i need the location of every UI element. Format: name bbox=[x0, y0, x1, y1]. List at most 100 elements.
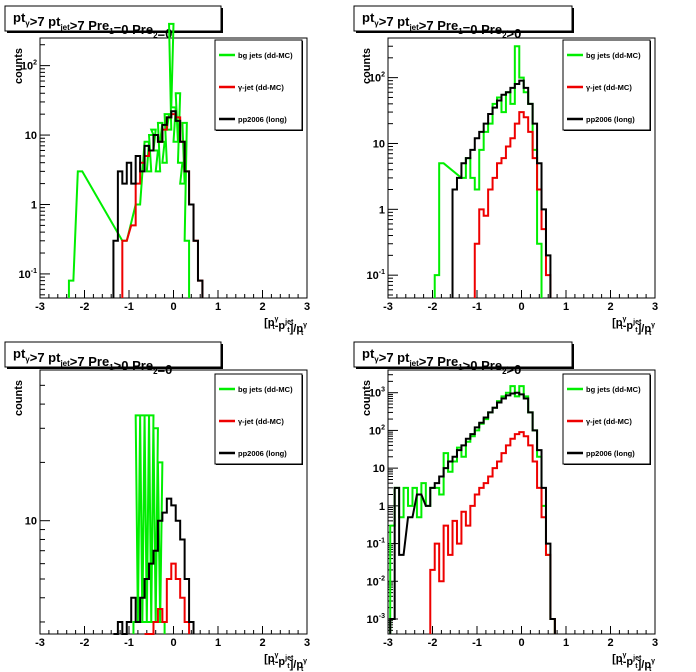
x-tick-label: -1 bbox=[124, 637, 134, 649]
legend-label: pp2006 (long) bbox=[586, 115, 635, 124]
chart-title: ptγ>7 ptjet>7 Pre1>0 Pre2=0 bbox=[13, 346, 172, 377]
legend-label: pp2006 (long) bbox=[238, 449, 287, 458]
series-red bbox=[144, 562, 191, 635]
y-axis: 10-1 1 10 102 bbox=[19, 44, 50, 296]
x-axis-label: [pγ t-pjet t]/pγ t bbox=[612, 652, 655, 672]
x-tick-label: -3 bbox=[383, 637, 393, 649]
x-tick-label: 3 bbox=[304, 637, 310, 649]
series-black bbox=[389, 391, 556, 634]
x-tick-label: -3 bbox=[383, 301, 393, 313]
x-tick-label: -2 bbox=[80, 637, 90, 649]
x-axis: -3 -2 -1 0 1 2 3 bbox=[383, 626, 658, 649]
x-tick-label: 2 bbox=[607, 637, 613, 649]
legend-label: bg jets (dd-MC) bbox=[238, 51, 293, 60]
y-tick-label: 1 bbox=[379, 501, 385, 513]
x-axis: -3 -2 -1 0 1 2 3 bbox=[35, 626, 310, 649]
y-axis: 10 bbox=[25, 369, 50, 623]
x-tick-label: 1 bbox=[563, 637, 569, 649]
x-axis-label: [pγ t-pjet t]/pγ t bbox=[264, 316, 307, 337]
legend-label: pp2006 (long) bbox=[586, 449, 635, 458]
y-axis-label: counts bbox=[13, 48, 25, 84]
x-tick-label: 0 bbox=[170, 301, 176, 313]
chart-title: ptγ>7 ptjet>7 Pre1=0 Pre2>0 bbox=[362, 10, 521, 41]
x-tick-label: -3 bbox=[35, 637, 45, 649]
x-tick-label: 1 bbox=[215, 637, 221, 649]
x-tick-label: -1 bbox=[472, 637, 482, 649]
y-tick-label: 10-2 bbox=[367, 575, 386, 588]
y-tick-label: 1 bbox=[31, 199, 37, 211]
title-box bbox=[4, 341, 222, 368]
legend-label: γ-jet (dd-MC) bbox=[586, 417, 632, 426]
x-axis: -3 -2 -1 0 1 2 3 bbox=[383, 290, 658, 313]
chart-title: ptγ>7 ptjet>7 Pre1>0 Pre2>0 bbox=[362, 346, 521, 377]
series-red bbox=[473, 111, 552, 298]
x-tick-label: 2 bbox=[607, 301, 613, 313]
y-axis: 10-1 1 10 102 bbox=[367, 37, 398, 296]
y-tick-label: 102 bbox=[21, 60, 37, 73]
title-box bbox=[353, 5, 573, 32]
title-box bbox=[4, 5, 222, 32]
y-tick-label: 103 bbox=[369, 387, 385, 400]
legend: bg jets (dd-MC) γ-jet (dd-MC) pp2006 (long… bbox=[214, 373, 303, 465]
y-tick-label: 10-1 bbox=[19, 268, 38, 281]
y-tick-label: 10 bbox=[25, 516, 37, 528]
series-green bbox=[67, 22, 191, 298]
series-black bbox=[112, 110, 204, 298]
chart-panel-2: ptγ>7 ptjet>7 Pre1=0 Pre2>0 -3 -2 -1 0 1 2 3 [pγ… bbox=[353, 5, 658, 337]
legend-label: γ-jet (dd-MC) bbox=[238, 417, 284, 426]
legend: bg jets (dd-MC) γ-jet (dd-MC) pp2006 (long… bbox=[562, 373, 651, 465]
y-axis-label: counts bbox=[361, 48, 373, 84]
y-axis-label: counts bbox=[361, 380, 373, 416]
x-axis-label: [pγ t-pjet t]/pγ t bbox=[264, 652, 307, 672]
legend-label: bg jets (dd-MC) bbox=[586, 385, 641, 394]
y-tick-label: 10-1 bbox=[367, 269, 386, 282]
chart-panel-3: ptγ>7 ptjet>7 Pre1>0 Pre2=0 -3 -2 -1 0 1 2 3 [pγ… bbox=[4, 341, 310, 672]
chart-title: ptγ>7 ptjet>7 Pre1=0 Pre2=0 bbox=[13, 10, 172, 41]
legend-label: pp2006 (long) bbox=[238, 115, 287, 124]
x-tick-label: -2 bbox=[428, 301, 438, 313]
x-tick-label: 0 bbox=[170, 637, 176, 649]
chart-panel-4: ptγ>7 ptjet>7 Pre1>0 Pre2>0 -3 -2 -1 0 1 2 3 [pγ… bbox=[353, 341, 658, 672]
series-black bbox=[451, 79, 552, 298]
x-tick-label: -3 bbox=[35, 301, 45, 313]
series-green bbox=[389, 385, 556, 634]
y-tick-label: 1 bbox=[379, 204, 385, 216]
x-tick-label: -1 bbox=[124, 301, 134, 313]
x-tick-label: 0 bbox=[518, 637, 524, 649]
x-tick-label: -2 bbox=[80, 301, 90, 313]
x-tick-label: -1 bbox=[472, 301, 482, 313]
y-axis-label: counts bbox=[13, 380, 25, 416]
x-tick-label: 0 bbox=[518, 301, 524, 313]
x-tick-label: 1 bbox=[563, 301, 569, 313]
x-axis: -3 -2 -1 0 1 2 3 bbox=[35, 290, 310, 313]
legend: bg jets (dd-MC) γ-jet (dd-MC) pp2006 (long… bbox=[214, 39, 303, 131]
x-tick-label: -2 bbox=[428, 637, 438, 649]
x-tick-label: 2 bbox=[259, 301, 265, 313]
y-tick-label: 10-3 bbox=[367, 613, 386, 626]
x-tick-label: 3 bbox=[304, 301, 310, 313]
x-tick-label: 3 bbox=[652, 301, 658, 313]
x-tick-label: 3 bbox=[652, 637, 658, 649]
series-green bbox=[433, 45, 543, 298]
series-black bbox=[113, 497, 195, 635]
x-tick-label: 2 bbox=[259, 637, 265, 649]
legend-label: bg jets (dd-MC) bbox=[238, 385, 293, 394]
legend: bg jets (dd-MC) γ-jet (dd-MC) pp2006 (long… bbox=[562, 39, 651, 131]
y-tick-label: 10 bbox=[373, 138, 385, 150]
legend-label: γ-jet (dd-MC) bbox=[586, 83, 632, 92]
chart-panel-1: ptγ>7 ptjet>7 Pre1=0 Pre2=0 -3 -2 -1 0 1 2 3 [pγ… bbox=[4, 5, 310, 337]
y-tick-label: 10 bbox=[25, 130, 37, 142]
y-axis: 10-3 10-2 10-1 1 10 102 103 bbox=[367, 369, 398, 635]
title-box bbox=[353, 341, 573, 368]
y-tick-label: 102 bbox=[369, 424, 385, 437]
series-green bbox=[132, 414, 166, 634]
series-red bbox=[429, 431, 556, 634]
y-tick-label: 10 bbox=[373, 463, 385, 475]
y-tick-label: 10-1 bbox=[367, 538, 386, 551]
legend-label: γ-jet (dd-MC) bbox=[238, 83, 284, 92]
x-axis-label: [pγ t-pjet t]/pγ t bbox=[612, 316, 655, 337]
legend-label: bg jets (dd-MC) bbox=[586, 51, 641, 60]
y-tick-label: 102 bbox=[369, 72, 385, 85]
x-tick-label: 1 bbox=[215, 301, 221, 313]
